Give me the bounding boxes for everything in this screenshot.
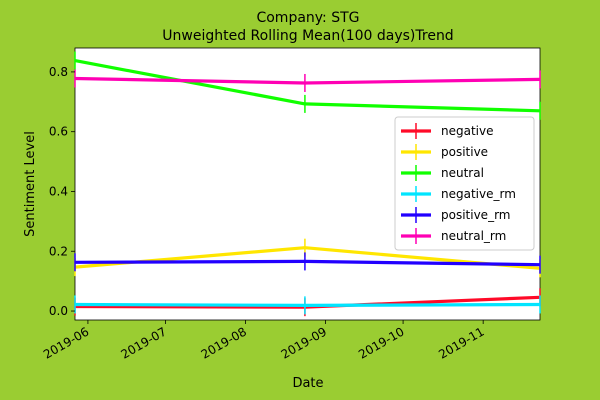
y-tick-label-2: 0.4 [49,184,68,198]
chart-title-line2: Unweighted Rolling Mean(100 days)Trend [162,28,453,44]
x-axis-label: Date [292,376,323,391]
legend-label-positive_rm: positive_rm [441,208,510,222]
legend-box [394,116,535,251]
y-tick-label-4: 0.8 [49,65,68,79]
y-axis: 0.0 0.2 0.4 0.6 0.8 [49,65,75,318]
series-line-negative_rm [74,302,541,307]
chart-title-line1: Company: STG [256,10,359,26]
y-tick-label-1: 0.2 [49,244,68,258]
legend-label-negative_rm: negative_rm [441,187,516,201]
legend-label-neutral_rm: neutral_rm [441,229,506,243]
series-layer [74,51,541,317]
legend-label-neutral: neutral [441,166,484,180]
y-tick-label-3: 0.6 [49,125,68,139]
legend: negative positive neutral negative_rmpositi… [394,116,535,251]
y-axis-label: Sentiment Level [23,131,38,237]
y-tick-label-0: 0.0 [49,304,68,318]
legend-label-positive: positive [441,145,488,159]
legend-label-negative: negative [441,124,493,138]
